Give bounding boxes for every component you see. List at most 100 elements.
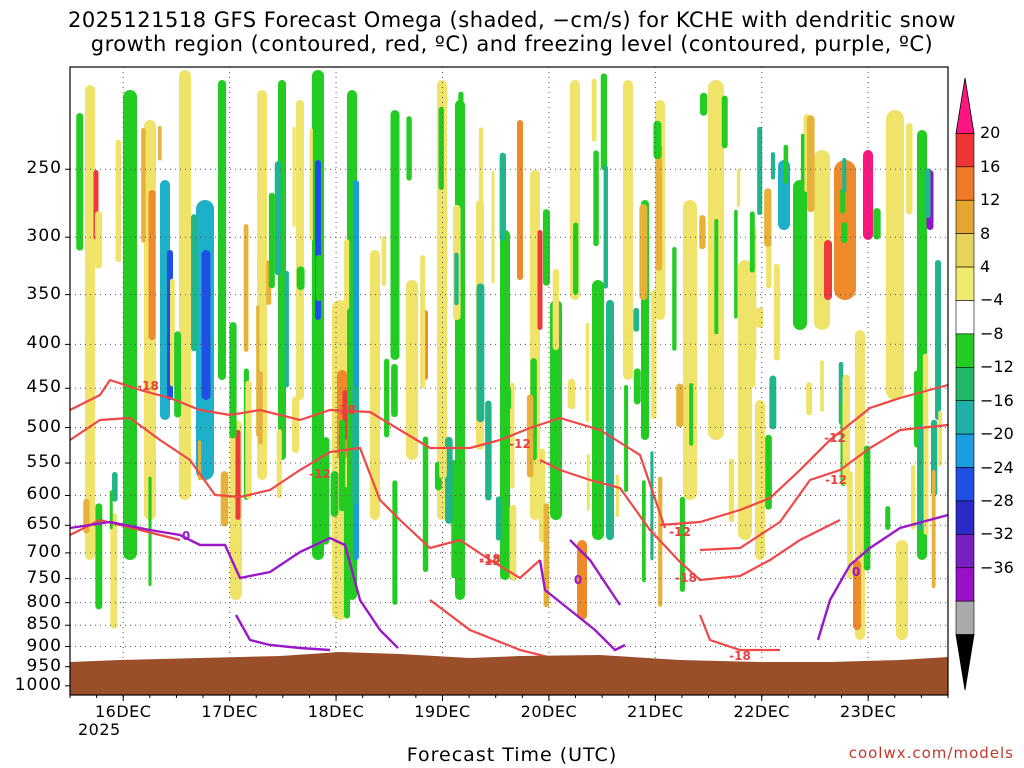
omega-streak xyxy=(437,80,447,520)
omega-noise xyxy=(679,496,685,592)
credit-link[interactable]: coolwx.com/models xyxy=(848,744,1014,762)
omega-streak xyxy=(235,430,241,520)
y-tick-label: 800 xyxy=(26,591,62,612)
omega-noise xyxy=(170,278,175,387)
omega-noise xyxy=(885,506,891,530)
omega-streak xyxy=(123,90,137,560)
freezing-contour xyxy=(569,539,621,606)
freezing-contour xyxy=(69,520,399,649)
omega-noise xyxy=(458,91,464,223)
x-axis-year-label: 2025 xyxy=(78,720,121,739)
omega-noise xyxy=(439,445,447,479)
omega-noise xyxy=(603,165,608,289)
terrain-fill xyxy=(70,652,948,695)
colorbar-tick-label: −16 xyxy=(980,390,1014,410)
omega-noise xyxy=(420,255,426,389)
omega-noise xyxy=(112,471,118,502)
omega-noise xyxy=(585,322,590,423)
omega-noise xyxy=(847,471,853,580)
omega-streak xyxy=(738,260,752,540)
colorbar-segment xyxy=(955,266,975,301)
omega-noise xyxy=(734,209,738,319)
colorbar-tick-label: 20 xyxy=(980,123,1001,143)
colorbar-tick-label: −12 xyxy=(980,357,1014,377)
omega-noise xyxy=(148,476,152,587)
omega-noise xyxy=(315,255,323,302)
omega-noise xyxy=(384,358,390,438)
x-tick-label: 18DEC xyxy=(307,702,365,721)
omega-noise xyxy=(672,246,677,351)
colorbar-segment xyxy=(955,366,975,402)
dgz-label: -12 xyxy=(825,473,847,487)
colorbar-segment xyxy=(955,433,975,468)
omega-noise xyxy=(728,458,735,523)
colorbar-segment xyxy=(955,634,975,691)
y-tick-label: 650 xyxy=(26,514,62,535)
omega-noise xyxy=(910,464,916,530)
omega-noise xyxy=(593,150,599,247)
omega-noise xyxy=(684,372,688,442)
dgz-label: -18 xyxy=(729,649,751,663)
dgz-contour xyxy=(69,378,667,529)
omega-noise xyxy=(509,504,517,581)
omega-noise xyxy=(924,168,931,219)
y-tick-label: 1000 xyxy=(14,674,62,695)
y-tick-label: 750 xyxy=(26,567,62,588)
omega-noise xyxy=(757,126,763,216)
omega-streak xyxy=(824,240,832,300)
omega-noise xyxy=(454,252,459,306)
freezing-label: 0 xyxy=(852,565,860,579)
y-tick-label: 400 xyxy=(26,333,62,354)
dgz-label: -12 xyxy=(669,525,691,539)
chart-title-line-2: growth region (contoured, red, ºC) and f… xyxy=(90,32,934,56)
omega-noise xyxy=(321,437,330,545)
omega-noise xyxy=(526,394,534,478)
omega-noise xyxy=(198,440,202,481)
colorbar-tick-label: −20 xyxy=(980,424,1014,444)
omega-noise xyxy=(256,305,260,437)
omega-noise xyxy=(699,215,706,250)
omega-noise xyxy=(191,214,197,352)
omega-noise xyxy=(495,496,502,541)
omega-noise xyxy=(76,112,84,251)
omega-noise xyxy=(842,374,850,486)
omega-streak xyxy=(935,260,941,420)
omega-streak xyxy=(592,280,604,540)
omega-noise xyxy=(292,126,296,227)
dgz-label: -12 xyxy=(669,525,691,539)
omega-noise xyxy=(445,436,453,524)
omega-noise xyxy=(476,283,485,423)
omega-noise xyxy=(700,92,708,116)
omega-noise xyxy=(633,307,640,332)
omega-noise xyxy=(344,239,350,310)
omega-noise xyxy=(567,378,576,410)
omega-noise xyxy=(765,434,772,510)
y-tick-label: 700 xyxy=(26,541,62,562)
colorbar-segment xyxy=(955,600,975,635)
dgz-label: -18 xyxy=(137,379,159,393)
omega-noise xyxy=(873,208,881,240)
omega-noise xyxy=(110,513,118,629)
omega-noise xyxy=(624,385,629,493)
omega-noise xyxy=(842,157,847,193)
omega-noise xyxy=(615,474,619,517)
omega-noise xyxy=(651,290,657,419)
dendritic-contours xyxy=(69,378,949,662)
x-tick-label: 23DEC xyxy=(839,702,897,721)
dgz-contour xyxy=(659,383,949,527)
omega-noise xyxy=(478,127,484,249)
omega-streak xyxy=(148,190,156,340)
omega-streak xyxy=(755,400,765,560)
omega-streak xyxy=(606,300,614,540)
omega-streak xyxy=(537,230,543,330)
freezing-label: 0 xyxy=(574,573,582,587)
chart-title-line-1: 2025121518 GFS Forecast Omega (shaded, −… xyxy=(67,8,957,32)
dgz-label: -18 xyxy=(334,403,356,417)
x-tick-label: 19DEC xyxy=(414,702,471,721)
omega-noise xyxy=(351,385,359,505)
omega-noise xyxy=(284,270,289,388)
omega-streak xyxy=(406,280,418,460)
colorbar-segment xyxy=(955,333,975,368)
omega-noise xyxy=(841,222,848,244)
